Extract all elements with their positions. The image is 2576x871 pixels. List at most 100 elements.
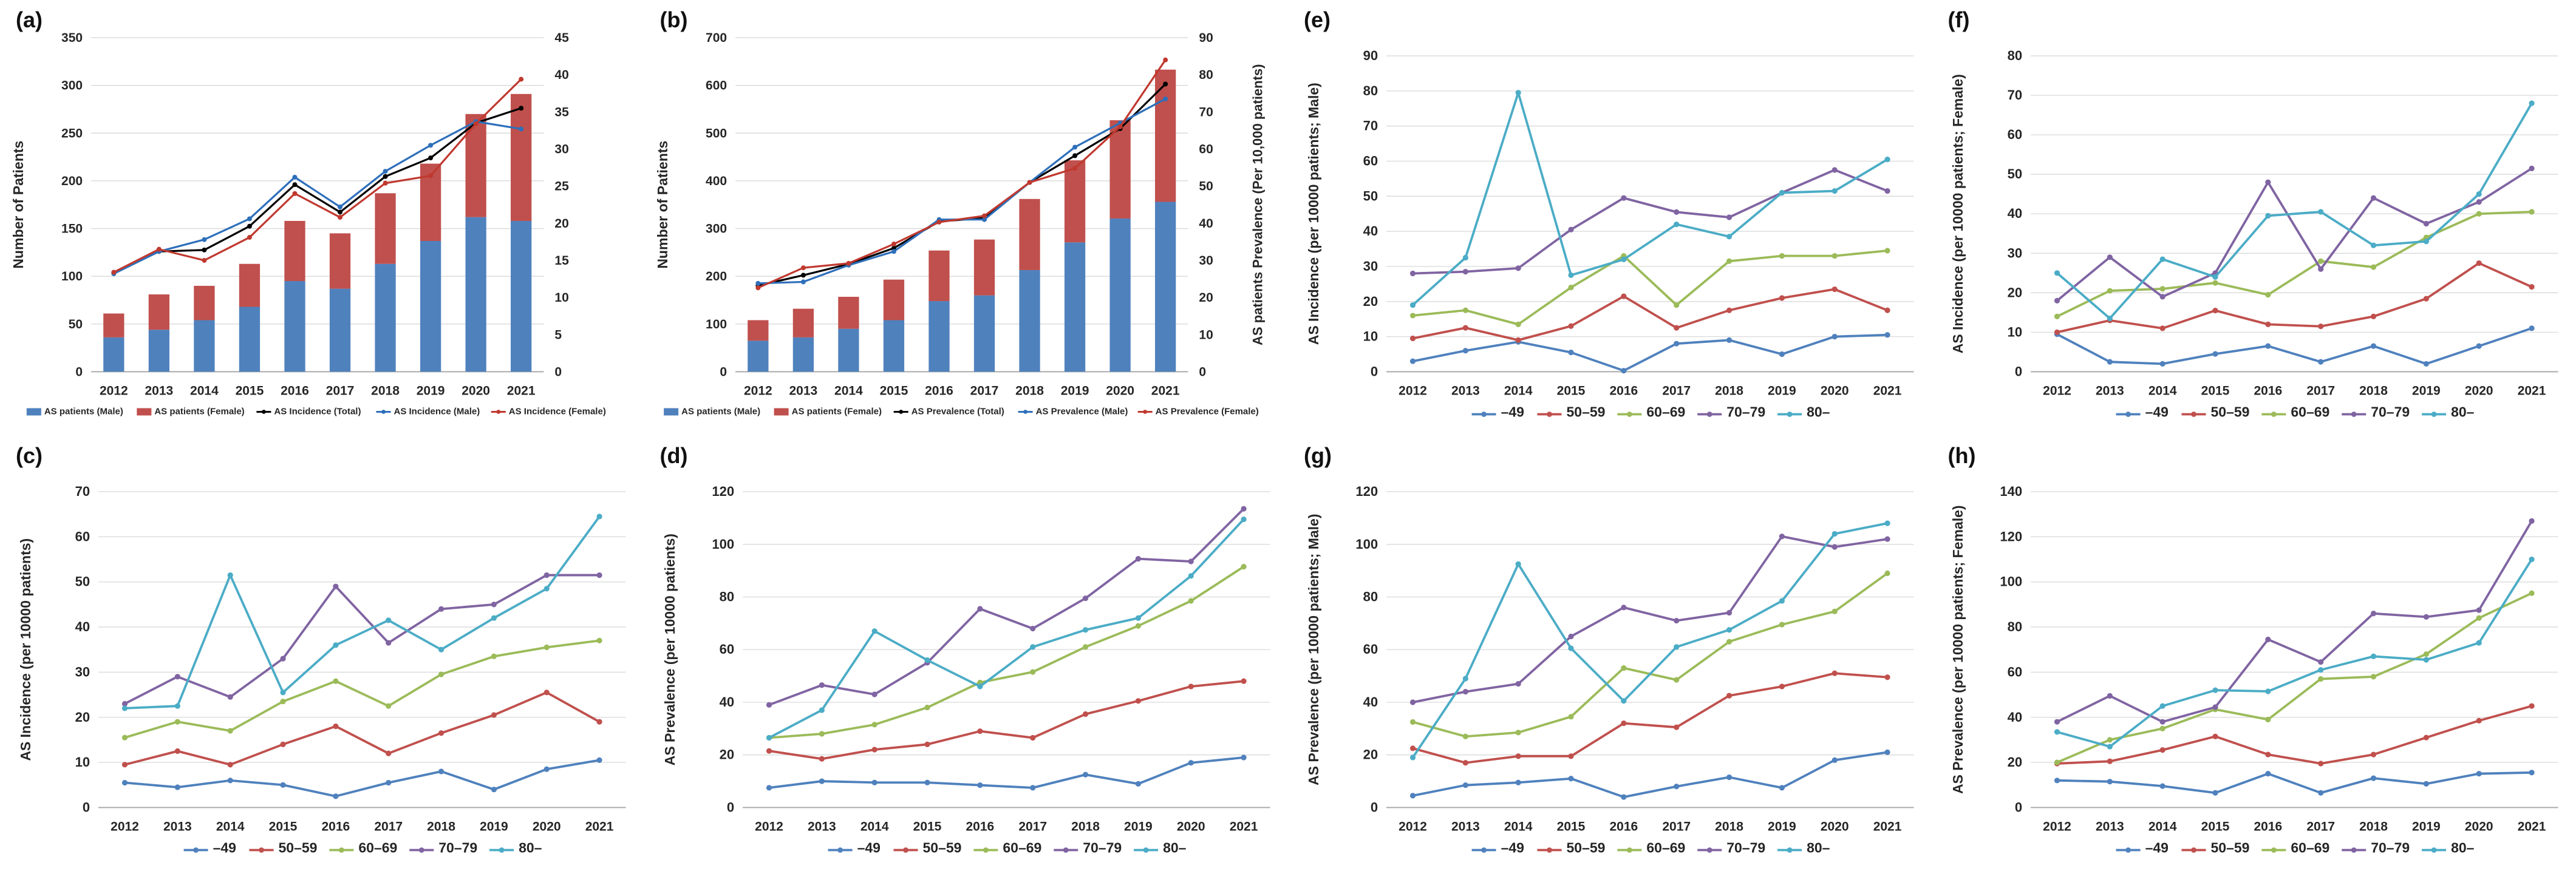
x-axis: 2012 2013 2014 2015 2016 2017 2018 2019 2020 2021 (111, 819, 614, 833)
panel-label-c: (c) (16, 442, 43, 468)
series-80– (2054, 556, 2535, 750)
legend-item: AS Incidence (Female) (491, 406, 606, 416)
legend-label: 70–79 (2371, 404, 2410, 419)
svg-text:70: 70 (1199, 105, 1213, 119)
legend-item: 70–79 (2341, 404, 2410, 419)
svg-text:2020: 2020 (533, 819, 561, 833)
legend-label: 60–69 (1646, 839, 1685, 855)
bar-AS patients (Male) (239, 307, 261, 372)
bar-AS patients (Male) (1109, 219, 1131, 372)
svg-text:2020: 2020 (2464, 819, 2493, 833)
svg-text:40: 40 (2007, 206, 2022, 221)
y-axis-left: 0 10 20 30 40 50 60 70 (75, 484, 90, 815)
svg-text:50: 50 (69, 317, 83, 331)
legend-item: 50–59 (2181, 839, 2249, 855)
svg-text:2018: 2018 (371, 384, 400, 398)
legend-label: 80– (1807, 839, 1830, 855)
legend-item: 80– (2421, 404, 2474, 419)
series-AS Incidence (Female) (111, 76, 524, 275)
svg-text:20: 20 (2007, 285, 2022, 300)
svg-text:0: 0 (75, 365, 83, 379)
legend-item: 80– (489, 839, 542, 855)
legend-label: 70–79 (1726, 404, 1765, 419)
svg-text:2013: 2013 (2095, 819, 2124, 833)
bar-AS patients (Female) (1154, 69, 1176, 202)
legend: –49 50–59 60–69 70–79 80– (2116, 839, 2474, 855)
svg-text:100: 100 (1355, 536, 1378, 551)
svg-text:2019: 2019 (1124, 819, 1153, 833)
svg-text:0: 0 (83, 799, 90, 815)
svg-text:20: 20 (2007, 754, 2022, 770)
series-–49 (2054, 325, 2535, 367)
svg-text:2014: 2014 (860, 819, 888, 833)
svg-text:0: 0 (1371, 364, 1378, 379)
bar-AS patients (Female) (883, 279, 904, 320)
bar-AS patients (Female) (973, 239, 995, 296)
legend-item: 50–59 (893, 839, 961, 855)
svg-text:2013: 2013 (789, 384, 817, 398)
legend-item: 80– (1133, 839, 1186, 855)
svg-text:200: 200 (706, 269, 727, 283)
gridlines (98, 490, 626, 808)
bar-AS patients (Female) (148, 294, 170, 330)
svg-text:2015: 2015 (2201, 819, 2229, 833)
bar-AS patients (Male) (747, 341, 768, 372)
svg-text:30: 30 (75, 664, 90, 679)
x-axis: 2012 2013 2014 2015 2016 2017 2018 2019 2020 2021 (755, 819, 1258, 833)
series-70–79 (1409, 167, 1890, 277)
bar-AS patients (Female) (792, 308, 814, 337)
svg-text:80: 80 (1199, 68, 1213, 82)
svg-text:40: 40 (1199, 217, 1213, 231)
bar-AS patients (Female) (928, 250, 950, 302)
svg-text:2016: 2016 (2254, 384, 2282, 398)
svg-text:0: 0 (726, 799, 734, 815)
bar-AS patients (Female) (329, 233, 351, 289)
legend-label: 50–59 (922, 839, 961, 855)
legend-item: –49 (2116, 404, 2168, 419)
svg-text:0: 0 (720, 365, 727, 379)
svg-text:80: 80 (2007, 48, 2022, 63)
y-axis-title-right: AS patients Prevalence (Per 10,000 patie… (1250, 64, 1265, 345)
svg-text:2020: 2020 (2464, 384, 2493, 398)
bar-AS patients (Male) (284, 281, 305, 372)
y-axis-title-left: Number of Patients (10, 141, 26, 269)
y-axis-title-left: AS Prevalence (per 10000 patients) (662, 534, 678, 765)
svg-text:2012: 2012 (1399, 384, 1427, 398)
gridlines (742, 490, 1270, 808)
panel-e: (e) 0 10 20 30 40 50 60 70 80 90 AS Incidence (per… (1288, 0, 1932, 436)
svg-text:2012: 2012 (1399, 819, 1427, 833)
svg-text:80: 80 (1363, 83, 1378, 98)
legend-label: –49 (1501, 839, 1524, 855)
legend-item: 70–79 (1053, 839, 1122, 855)
series-–49 (1409, 332, 1890, 374)
y-axis-left: 0 20 40 60 80 100 120 (712, 484, 734, 815)
svg-text:2013: 2013 (1451, 819, 1480, 833)
svg-text:600: 600 (706, 79, 727, 93)
x-axis: 2012 2013 2014 2015 2016 2017 2018 2019 2020 2021 (743, 384, 1179, 398)
bar-AS patients (Male) (329, 288, 351, 372)
legend-item: 70–79 (1697, 404, 1765, 419)
y-axis-left: 0 50 100 150 200 250 300 350 (61, 31, 83, 379)
panel-a: (a) 0 50 100 150 200 250 300 350 Number of Patie… (0, 0, 644, 436)
svg-text:0: 0 (1371, 799, 1378, 815)
series-50–59 (2054, 260, 2535, 335)
bar-series (747, 69, 1176, 372)
legend-label: –49 (2145, 839, 2168, 855)
legend-item: 80– (1777, 839, 1830, 855)
svg-text:10: 10 (2007, 324, 2022, 339)
x-axis: 2012 2013 2014 2015 2016 2017 2018 2019 2020 2021 (100, 384, 536, 398)
legend-label: 60–69 (1646, 404, 1685, 419)
svg-text:70: 70 (75, 484, 90, 499)
bar-AS patients (Male) (973, 295, 995, 372)
legend-swatch-icon (26, 408, 41, 416)
legend-item: 80– (1777, 404, 1830, 419)
series-AS Prevalence (Male) (755, 96, 1168, 286)
bar-AS patients (Male) (928, 301, 950, 372)
svg-text:10: 10 (1199, 328, 1213, 342)
svg-text:70: 70 (1363, 118, 1378, 134)
svg-text:30: 30 (1199, 254, 1213, 268)
svg-text:15: 15 (554, 254, 569, 268)
svg-text:80: 80 (719, 589, 734, 604)
series-50–59 (1409, 670, 1890, 765)
